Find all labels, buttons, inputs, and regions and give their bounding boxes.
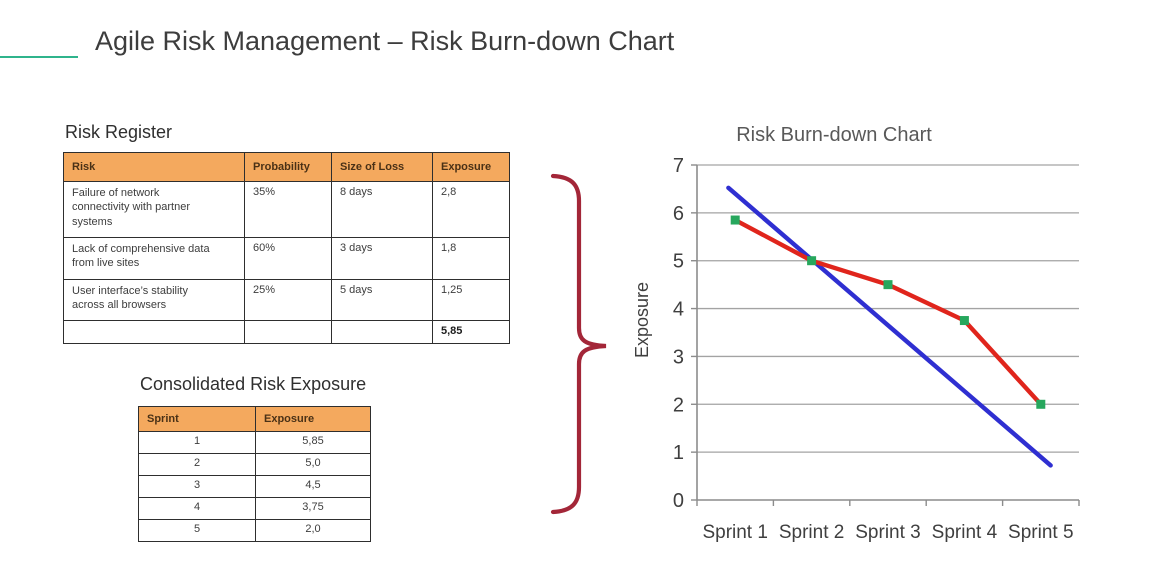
column-header: Exposure bbox=[432, 152, 510, 182]
table-cell: 25% bbox=[244, 279, 332, 321]
data-point-marker bbox=[883, 280, 893, 290]
y-tick-label: 0 bbox=[673, 490, 684, 512]
y-tick-label: 7 bbox=[673, 155, 684, 177]
table-cell: 2,0 bbox=[255, 519, 371, 542]
table-cell: 5,85 bbox=[255, 431, 371, 454]
table-row: 5 2,0 bbox=[138, 519, 371, 542]
table-row: 2 5,0 bbox=[138, 453, 371, 476]
table-cell: Lack of comprehensive data from live sit… bbox=[63, 237, 245, 280]
y-tick-label: 5 bbox=[673, 251, 684, 273]
column-header: Probability bbox=[244, 152, 332, 182]
y-tick-label: 6 bbox=[673, 203, 684, 225]
x-tick-label: Sprint 2 bbox=[779, 522, 844, 543]
x-tick-label: Sprint 5 bbox=[1008, 522, 1073, 543]
actual-exposure-line bbox=[732, 217, 1043, 407]
risk-burndown-chart: Risk Burn-down Chart Exposure 0 1 2 3 4 5 6 7 Spri… bbox=[632, 124, 1080, 543]
curly-brace bbox=[550, 173, 607, 515]
table-header-row: Sprint Exposure bbox=[138, 406, 371, 432]
table-cell: 60% bbox=[244, 237, 332, 280]
table-row: 3 4,5 bbox=[138, 475, 371, 498]
table-cell: 4,5 bbox=[255, 475, 371, 498]
consolidated-header: Sprint Exposure bbox=[138, 406, 371, 432]
table-cell: 3 bbox=[138, 475, 256, 498]
table-cell bbox=[244, 320, 332, 344]
table-cell: 3,75 bbox=[255, 497, 371, 520]
data-point-marker bbox=[1036, 399, 1046, 409]
table-cell: 5,0 bbox=[255, 453, 371, 476]
table-cell: 8 days bbox=[331, 181, 433, 238]
x-tick-label: Sprint 3 bbox=[855, 522, 920, 543]
column-header: Sprint bbox=[138, 406, 256, 432]
table-row: Failure of network connectivity with par… bbox=[63, 181, 510, 238]
table-cell: 5,85 bbox=[432, 320, 510, 344]
column-header: Size of Loss bbox=[331, 152, 433, 182]
table-cell: 5 bbox=[138, 519, 256, 542]
risk-register-title: Risk Register bbox=[65, 122, 173, 142]
table-row: User interface’s stability across all br… bbox=[63, 279, 510, 321]
table-row: 1 5,85 bbox=[138, 431, 371, 454]
risk-register-table: Risk Probability Size of Loss Exposure Fail… bbox=[63, 152, 510, 344]
y-axis-title: Exposure bbox=[632, 282, 652, 358]
table-cell: 2 bbox=[138, 453, 256, 476]
y-tick-label: 2 bbox=[673, 394, 684, 416]
table-cell: 35% bbox=[244, 181, 332, 238]
table-row: 5,85 bbox=[63, 320, 510, 344]
title-accent-line bbox=[0, 56, 78, 58]
table-cell: 2,8 bbox=[432, 181, 510, 238]
table-cell: User interface’s stability across all br… bbox=[63, 279, 245, 321]
risk-register-header: Risk Probability Size of Loss Exposure bbox=[63, 152, 510, 182]
table-cell: 3 days bbox=[331, 237, 433, 280]
page-title: Agile Risk Management – Risk Burn-down C… bbox=[95, 26, 675, 56]
table-row: Lack of comprehensive data from live sit… bbox=[63, 237, 510, 280]
x-tick-label: Sprint 1 bbox=[702, 522, 767, 543]
consolidated-table: Sprint Exposure 1 5,85 2 5,0 3 4,5 4 3,75 5 2,0 bbox=[138, 406, 371, 542]
table-header-row: Risk Probability Size of Loss Exposure bbox=[63, 152, 510, 182]
ideal-trend-line bbox=[726, 185, 1053, 468]
consolidated-body: 1 5,85 2 5,0 3 4,5 4 3,75 5 2,0 bbox=[138, 431, 371, 542]
table-cell: 1,8 bbox=[432, 237, 510, 280]
brace-decoration bbox=[550, 173, 607, 515]
column-header: Risk bbox=[63, 152, 245, 182]
table-cell bbox=[63, 320, 245, 344]
x-tick-label: Sprint 4 bbox=[932, 522, 998, 543]
table-cell: 5 days bbox=[331, 279, 433, 321]
table-cell: 1,25 bbox=[432, 279, 510, 321]
y-tick-label: 1 bbox=[673, 442, 684, 464]
table-cell bbox=[331, 320, 433, 344]
table-cell: 4 bbox=[138, 497, 256, 520]
y-tick-label: 4 bbox=[673, 299, 684, 321]
table-cell: 1 bbox=[138, 431, 256, 454]
y-tick-label: 3 bbox=[673, 346, 684, 368]
consolidated-title: Consolidated Risk Exposure bbox=[140, 374, 367, 394]
table-cell: Failure of network connectivity with par… bbox=[63, 181, 245, 238]
data-point-marker bbox=[807, 256, 817, 266]
data-point-marker bbox=[959, 316, 969, 326]
risk-register-body: Failure of network connectivity with par… bbox=[63, 181, 510, 344]
column-header: Exposure bbox=[255, 406, 371, 432]
chart-title: Risk Burn-down Chart bbox=[736, 124, 932, 146]
data-point-marker bbox=[730, 215, 740, 225]
table-row: 4 3,75 bbox=[138, 497, 371, 520]
